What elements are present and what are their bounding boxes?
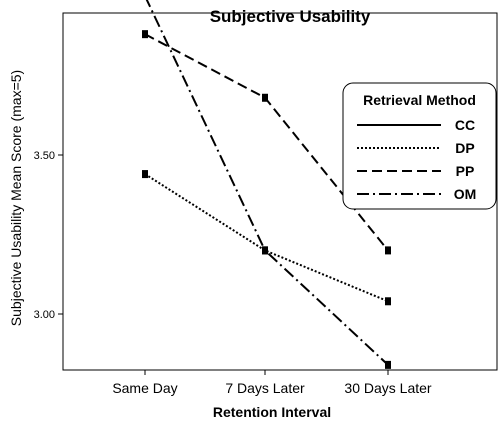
x-tick-label: 30 Days Later: [344, 380, 431, 396]
legend-label-cc: CC: [455, 117, 475, 133]
legend-label-om: OM: [454, 186, 477, 202]
data-point-dp: [385, 297, 391, 306]
data-point-pp: [262, 93, 268, 102]
x-tick-label: Same Day: [112, 380, 177, 396]
x-axis-title: Retention Interval: [213, 404, 331, 420]
chart-title: Subjective Usability: [210, 7, 371, 26]
y-axis-title: Subjective Usability Mean Score (max=5): [8, 70, 24, 326]
data-point-pp: [142, 30, 148, 39]
y-tick-label: 3.00: [34, 309, 55, 321]
data-point-om: [262, 246, 268, 255]
plot-frame: [62, 12, 498, 371]
legend-box: [342, 82, 497, 210]
y-tick-label: 3.50: [34, 150, 55, 162]
data-point-dp: [142, 170, 148, 179]
y-tick-label: 4.00: [34, 0, 55, 3]
legend-title: Retrieval Method: [363, 92, 476, 108]
data-point-pp: [385, 246, 391, 255]
legend-label-dp: DP: [455, 140, 474, 156]
legend-label-pp: PP: [456, 163, 475, 179]
x-tick-label: 7 Days Later: [225, 380, 305, 396]
data-point-om: [385, 360, 391, 369]
